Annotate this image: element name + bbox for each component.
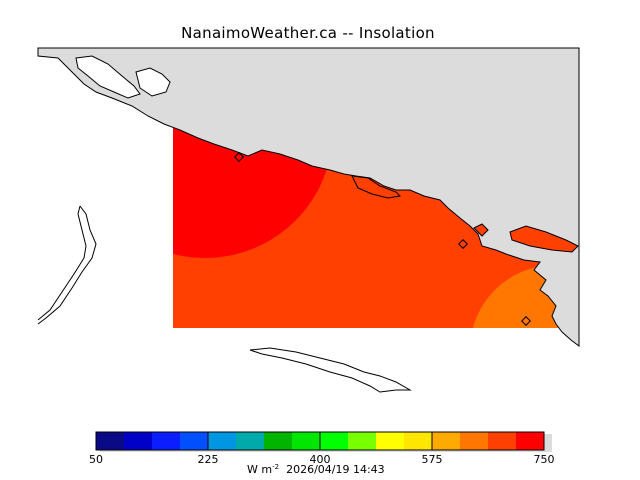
colorbar-swatches <box>96 432 545 450</box>
colorbar-swatch <box>404 432 433 450</box>
colorbar-ticks <box>95 432 545 450</box>
colorbar-swatch <box>432 432 461 450</box>
timestamp: 2026/04/19 14:43 <box>286 463 385 476</box>
west-island-outline <box>37 205 97 325</box>
colorbar-swatch <box>264 432 293 450</box>
colorbar-swatch <box>152 432 181 450</box>
colorbar-swatch <box>292 432 321 450</box>
units-exponent: -2 <box>272 463 280 471</box>
colorbar-swatch <box>124 432 153 450</box>
colorbar-tick-label: 50 <box>89 453 103 466</box>
colorbar-swatch <box>516 432 545 450</box>
colorbar-swatch <box>348 432 377 450</box>
colorbar-tick-label: 575 <box>421 453 443 466</box>
units-and-timestamp: W m-2 2026/04/19 14:43 <box>247 463 385 476</box>
colorbar-swatch <box>96 432 125 450</box>
colorbar-swatch <box>460 432 489 450</box>
colorbar-tick-label: 750 <box>533 453 555 466</box>
colorbar-tick-label: 400 <box>309 453 331 466</box>
colorbar-swatch <box>320 432 349 450</box>
colorbar-swatch <box>208 432 237 450</box>
strait-island-1 <box>75 55 141 99</box>
colorbar-tick-label: 225 <box>197 453 219 466</box>
colorbar-swatch <box>376 432 405 450</box>
strait-island-2 <box>135 67 171 97</box>
units-prefix: W m <box>247 463 273 476</box>
colorbar-swatch <box>236 432 265 450</box>
colorbar-swatch <box>180 432 209 450</box>
insolation-field <box>173 125 579 328</box>
south-island-outline <box>249 347 412 393</box>
colorbar-swatch <box>488 432 517 450</box>
map-title: NanaimoWeather.ca -- Insolation <box>181 24 435 42</box>
